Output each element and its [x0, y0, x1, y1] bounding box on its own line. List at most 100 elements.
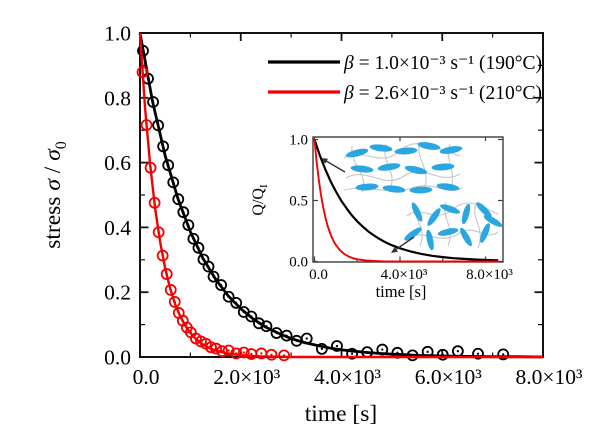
inset-curve-fast-relaxation-210C [313, 139, 499, 263]
data-point [215, 279, 228, 291]
data-point [315, 342, 328, 355]
inset-x-tick-label: 8.0×10³ [466, 267, 513, 283]
data-point [376, 343, 389, 356]
data-point [222, 290, 235, 303]
data-point [160, 268, 173, 280]
mesogen-ellipse [480, 223, 490, 243]
data-point-center-dot [320, 347, 324, 351]
data-point-center-dot [456, 350, 460, 353]
data-point-center-dot [270, 353, 273, 356]
data-point [192, 241, 205, 254]
data-point [168, 296, 181, 308]
x-tick-label: 2.0×10³ [213, 365, 281, 389]
y-tick-label: 0.8 [104, 86, 131, 110]
data-point [237, 346, 250, 359]
y-tick-label: 0.0 [104, 346, 131, 370]
x-tick-label: 6.0×10³ [415, 365, 483, 389]
data-point [177, 206, 190, 219]
data-point-center-dot [219, 283, 223, 287]
data-point-center-dot [192, 237, 195, 240]
data-point-center-dot [177, 198, 180, 201]
data-point-center-dot [366, 350, 369, 354]
data-point-center-dot [220, 350, 224, 353]
data-point-center-dot [250, 352, 253, 356]
data-point [172, 193, 185, 206]
data-point [157, 140, 170, 153]
data-point-center-dot [250, 315, 253, 318]
inset-y-tick-label: 0.5 [289, 194, 308, 210]
mesogen-ellipse [483, 215, 503, 227]
data-point-center-dot [265, 325, 268, 328]
data-point [216, 345, 229, 358]
y-axis-title: stress σ / σ0 [40, 141, 70, 249]
mesogen-ellipse [460, 227, 472, 247]
mesogen-ellipse [404, 227, 422, 241]
data-point [230, 296, 243, 309]
isotropic-mesogen-network [404, 201, 503, 251]
data-point-center-dot [145, 123, 148, 127]
data-point-center-dot [189, 331, 193, 334]
data-point [136, 66, 149, 79]
inset-y-tick-label: 1.0 [289, 133, 308, 149]
data-point-center-dot [162, 145, 165, 148]
data-point-center-dot [257, 322, 261, 325]
mesogen-ellipse [355, 183, 379, 191]
data-point-center-dot [165, 272, 168, 276]
data-point [187, 232, 200, 245]
inset-y-tick-label: 0.0 [289, 255, 308, 271]
data-point-center-dot [227, 349, 230, 352]
mesogen-ellipse [461, 203, 471, 225]
mesogen-ellipse [426, 229, 434, 251]
mesogen-ellipse [431, 163, 455, 171]
data-point-center-dot [235, 352, 238, 355]
data-point [205, 341, 217, 354]
tick-labels: 0.0 2.0×10³ 4.0×10³ 6.0×10³ 8.0×10³ 0.0 0.2 0.4… [104, 22, 583, 390]
polymer-chain [474, 203, 481, 249]
mesogen-ellipse [394, 147, 418, 155]
legend-label: β = 2.6×10⁻³ s⁻¹ (210°C) [343, 83, 542, 104]
data-point [210, 342, 222, 355]
mesogen-ellipse [382, 185, 406, 193]
data-point [167, 176, 180, 189]
mesogen-ellipse [436, 183, 460, 191]
x-tick-label: 0.0 [133, 365, 160, 389]
mesogen-ellipse [409, 186, 433, 194]
data-point [230, 347, 243, 360]
data-point [436, 348, 449, 361]
data-point [148, 196, 161, 209]
data-point-center-dot [260, 352, 263, 355]
data-point-center-dot [151, 100, 155, 104]
mesogen-ellipse [427, 208, 441, 226]
data-point-center-dot [197, 246, 200, 249]
data-point [260, 320, 273, 333]
data-point [164, 284, 177, 296]
data-point [406, 349, 419, 362]
x-tick-label: 4.0×10³ [314, 365, 382, 389]
y-tick-label: 0.6 [104, 151, 131, 175]
mesogen-ellipse [440, 204, 460, 214]
inset-x-tick-label: 0.0 [309, 267, 328, 283]
data-point [252, 317, 265, 330]
mesogen-ellipse [350, 165, 374, 173]
data-point [140, 119, 153, 131]
data-point-center-dot [172, 181, 175, 184]
data-point-center-dot [202, 258, 205, 261]
data-point [280, 329, 293, 342]
data-point-center-dot [167, 164, 170, 167]
data-point [137, 44, 149, 57]
data-point-center-dot [173, 300, 176, 304]
data-point-center-dot [275, 331, 278, 335]
data-point-center-dot [181, 319, 184, 322]
data-point-center-dot [141, 71, 144, 74]
x-tick-label: 8.0×10³ [516, 365, 584, 389]
y-tick-label: 0.4 [104, 216, 131, 240]
data-point-center-dot [396, 351, 399, 354]
data-point-center-dot [177, 311, 180, 315]
y-tick-label: 0.2 [104, 281, 131, 305]
data-point [202, 260, 215, 273]
data-point-center-dot [146, 77, 150, 80]
data-point-center-dot [476, 352, 480, 355]
data-point [222, 344, 235, 357]
